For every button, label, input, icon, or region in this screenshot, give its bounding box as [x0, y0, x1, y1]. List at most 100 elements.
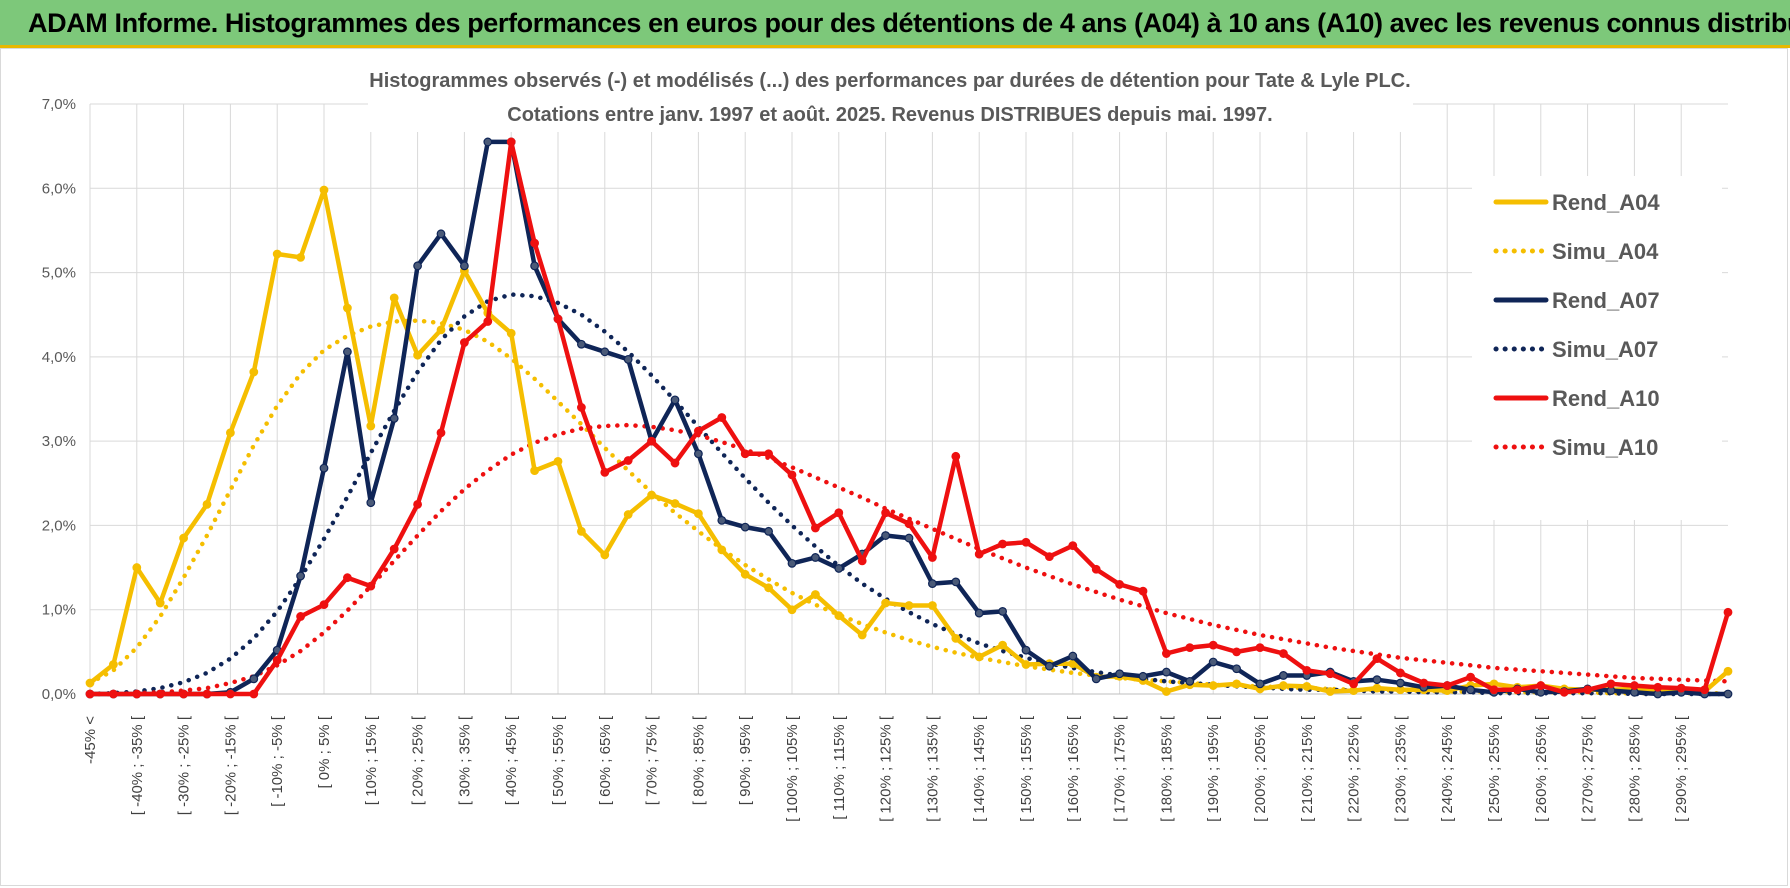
data-point — [249, 674, 259, 684]
data-point — [108, 660, 118, 669]
x-tick-label: [ 70% ; 75% [ — [644, 715, 661, 805]
data-point — [1161, 687, 1171, 696]
data-point — [343, 303, 352, 313]
data-point — [85, 689, 95, 699]
data-point — [1372, 683, 1382, 693]
y-tick-label: 7,0% — [42, 96, 76, 113]
data-point — [179, 533, 189, 543]
data-point — [1115, 669, 1124, 679]
x-tick-label: [ 10% ; 15% [ — [363, 715, 380, 805]
data-point — [670, 395, 680, 405]
data-point — [343, 573, 352, 583]
data-point — [319, 185, 329, 195]
legend-label: Rend_A10 — [1552, 386, 1660, 411]
y-tick-label: 3,0% — [42, 433, 76, 450]
legend-item-simu-a07[interactable]: Simu_A07 — [1493, 337, 1658, 362]
legend-label: Simu_A10 — [1552, 435, 1658, 460]
data-point — [530, 261, 539, 271]
x-tick-label: [ 250% ; 255% [ — [1486, 715, 1503, 822]
data-point — [1232, 664, 1241, 674]
y-tick-label: 2,0% — [42, 517, 76, 534]
data-point — [1372, 654, 1382, 663]
data-point — [787, 558, 797, 568]
chart-legend[interactable]: Rend_A04 Simu_A04 Rend_A07 Simu_A07 Rend_A10… — [1472, 176, 1722, 520]
data-point — [951, 451, 961, 461]
data-point — [717, 515, 727, 525]
legend-item-rend-a07[interactable]: Rend_A07 — [1493, 288, 1660, 313]
data-point — [366, 498, 376, 508]
data-point — [1583, 685, 1592, 695]
data-point — [928, 601, 937, 610]
data-point — [389, 544, 399, 554]
data-point — [881, 598, 890, 608]
data-point — [413, 350, 423, 360]
data-point — [132, 563, 142, 572]
data-point — [1068, 651, 1078, 661]
data-point — [1021, 645, 1031, 655]
x-tick-label: [ -40% ; -35% [ — [129, 715, 146, 815]
data-point — [108, 689, 118, 699]
x-tick-label: [ 160% ; 165% [ — [1065, 715, 1082, 822]
x-tick-label: [ 150% ; 155% [ — [1018, 715, 1035, 822]
x-tick-label: [ 170% ; 175% [ — [1112, 715, 1129, 822]
data-point — [1700, 685, 1709, 695]
x-tick-label: [ 20% ; 25% [ — [410, 715, 427, 805]
data-point — [1208, 657, 1218, 667]
data-point — [249, 689, 259, 699]
data-point — [225, 428, 235, 438]
data-point — [202, 499, 212, 509]
data-point — [1466, 685, 1475, 695]
series-line — [87, 292, 1731, 697]
data-point — [202, 689, 212, 699]
legend-label: Rend_A04 — [1552, 190, 1660, 215]
data-point — [1185, 643, 1195, 653]
x-tick-label: [ -10% ; -5% [ — [269, 715, 286, 807]
data-point — [998, 607, 1007, 616]
data-point — [1021, 660, 1031, 669]
data-point — [1419, 678, 1429, 688]
chart-title-block: Histogrammes observés (-) et modélisés (… — [368, 60, 1413, 132]
x-tick-label: [ 40% ; 45% [ — [503, 715, 520, 805]
data-point — [272, 655, 282, 665]
data-point — [366, 421, 376, 431]
data-point — [1325, 669, 1335, 679]
data-point — [1278, 649, 1288, 658]
data-point — [389, 413, 399, 423]
chart-title: Histogrammes observés (-) et modélisés (… — [369, 70, 1410, 92]
data-point — [1068, 541, 1078, 551]
y-tick-label: 4,0% — [42, 349, 76, 366]
data-point — [857, 630, 867, 640]
legend-item-simu-a04[interactable]: Simu_A04 — [1493, 239, 1659, 264]
data-point — [1091, 564, 1101, 574]
y-tick-label: 6,0% — [42, 180, 76, 197]
data-point — [1325, 687, 1335, 696]
data-point — [296, 252, 306, 262]
data-point — [1372, 675, 1382, 685]
data-point — [1185, 676, 1195, 686]
y-axis: 0,0% 1,0% 2,0% 3,0% 4,0% 5,0% 6,0% 7,0% — [42, 96, 76, 703]
data-point — [951, 633, 961, 643]
data-point — [1466, 672, 1475, 682]
data-point — [1723, 607, 1733, 617]
data-point — [132, 689, 142, 699]
x-axis: -45% < [ -40% ; -35% [[ -30% ; -25% [[ -2… — [82, 715, 1690, 822]
data-point — [694, 426, 703, 436]
x-tick-label: [ 210% ; 215% [ — [1299, 715, 1316, 822]
legend-item-simu-a10[interactable]: Simu_A10 — [1493, 435, 1658, 460]
x-tick-label: [ 100% ; 105% [ — [784, 715, 801, 822]
data-point — [577, 403, 586, 412]
legend-item-rend-a10[interactable]: Rend_A10 — [1493, 386, 1660, 411]
data-point — [764, 526, 773, 536]
data-point — [319, 600, 329, 610]
data-point — [343, 347, 352, 357]
x-tick-label: [ -30% ; -25% [ — [176, 715, 193, 815]
legend-item-rend-a04[interactable]: Rend_A04 — [1493, 190, 1660, 215]
data-point — [272, 249, 282, 259]
data-point — [1208, 640, 1218, 650]
data-point — [296, 571, 306, 581]
series-line — [87, 422, 1731, 697]
data-point — [928, 553, 937, 562]
series-line — [87, 318, 1731, 696]
data-point — [389, 293, 399, 303]
data-point — [413, 261, 423, 271]
